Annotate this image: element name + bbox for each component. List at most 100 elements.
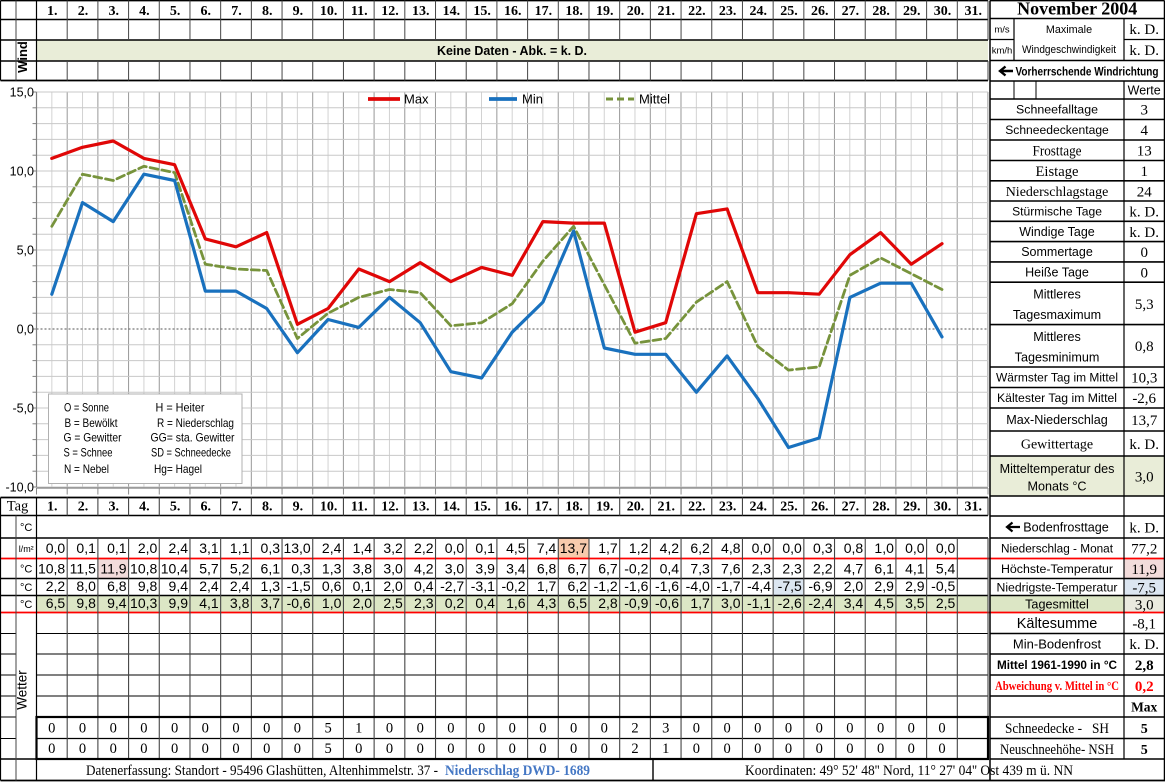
svg-text:1,1: 1,1 [230,540,250,556]
svg-text:0: 0 [478,721,485,737]
svg-text:8,0: 8,0 [76,578,96,594]
svg-text:-0,6: -0,6 [655,595,679,611]
svg-text:°C: °C [20,522,32,534]
svg-text:0,3: 0,3 [813,540,833,556]
svg-text:0,0: 0,0 [445,540,465,556]
svg-text:2,3: 2,3 [752,561,772,577]
svg-text:1: 1 [662,741,669,757]
svg-text:-0,6: -0,6 [287,595,311,611]
svg-text:2,5: 2,5 [936,595,956,611]
svg-text:Tag: Tag [7,499,29,515]
svg-text:k. D.: k. D. [1129,43,1159,59]
svg-text:2,2: 2,2 [414,540,434,556]
svg-text:0: 0 [171,741,178,757]
svg-text:0: 0 [938,721,945,737]
svg-text:Niederschlagstage: Niederschlagstage [1006,185,1109,200]
svg-text:0: 0 [263,721,270,737]
svg-text:9,4: 9,4 [107,595,127,611]
svg-text:26.: 26. [811,4,829,19]
svg-text:0: 0 [79,721,86,737]
svg-text:2,3: 2,3 [782,561,802,577]
svg-text:Sommertage: Sommertage [1021,245,1093,259]
svg-text:0: 0 [1140,245,1148,261]
svg-text:15.: 15. [473,500,491,515]
svg-text:Mittel: Mittel [639,92,670,107]
svg-text:30.: 30. [934,500,952,515]
svg-text:1,3: 1,3 [261,578,281,594]
svg-text:S = Schnee: S = Schnee [64,446,113,460]
svg-text:-1,7: -1,7 [716,578,740,594]
svg-text:0: 0 [110,721,117,737]
svg-text:11.: 11. [351,4,368,19]
svg-text:3.: 3. [108,500,119,515]
svg-text:31.: 31. [964,500,982,515]
svg-text:0: 0 [232,721,239,737]
svg-text:4,2: 4,2 [660,540,680,556]
svg-text:-2,4: -2,4 [808,595,832,611]
svg-text:0,0: 0,0 [905,540,925,556]
svg-text:0: 0 [570,721,577,737]
svg-text:Windgeschwindigkeit: Windgeschwindigkeit [1022,44,1116,56]
svg-text:1.: 1. [47,4,58,19]
svg-text:5: 5 [1141,743,1148,758]
svg-text:5: 5 [324,741,331,757]
svg-text:2: 2 [631,721,638,737]
svg-text:Bodenfrosttage: Bodenfrosttage [1023,521,1108,535]
svg-text:21.: 21. [657,500,675,515]
svg-text:-1,2: -1,2 [594,578,618,594]
svg-text:3.: 3. [108,4,119,19]
svg-text:0: 0 [539,721,546,737]
svg-text:9.: 9. [293,500,304,515]
svg-text:1,4: 1,4 [353,540,373,556]
svg-text:2,3: 2,3 [414,595,434,611]
svg-text:23.: 23. [719,500,737,515]
svg-text:10,4: 10,4 [161,561,188,577]
svg-text:22.: 22. [688,4,706,19]
svg-text:Niederschlag DWD- 1689: Niederschlag DWD- 1689 [445,763,590,779]
svg-text:14.: 14. [443,500,461,515]
svg-text:-10,0: -10,0 [6,481,35,495]
svg-text:3,2: 3,2 [383,540,403,556]
svg-text:21.: 21. [657,4,675,19]
svg-text:0: 0 [785,721,792,737]
svg-text:k. D.: k. D. [1129,225,1159,241]
svg-text:Mittleres: Mittleres [1033,330,1081,344]
svg-text:k. D.: k. D. [1129,520,1159,536]
svg-text:N = Nebel: N = Nebel [64,462,109,476]
svg-text:28.: 28. [872,4,890,19]
svg-text:4: 4 [1140,123,1148,139]
svg-text:Schneedeckentage: Schneedeckentage [1005,123,1109,137]
svg-text:-0,9: -0,9 [624,595,648,611]
svg-text:3: 3 [1140,103,1148,119]
svg-text:2,8: 2,8 [598,595,618,611]
svg-text:1: 1 [1140,164,1148,180]
svg-text:Tagesminimum: Tagesminimum [1015,351,1100,365]
svg-text:Höchste-Temperatur: Höchste-Temperatur [1001,562,1113,576]
svg-text:2,0: 2,0 [383,578,403,594]
svg-text:Max: Max [1131,700,1157,715]
svg-text:Mittel 1961-1990 in °C: Mittel 1961-1990 in °C [997,658,1117,672]
svg-text:10,8: 10,8 [130,561,157,577]
svg-text:0,1: 0,1 [475,540,495,556]
svg-text:6.: 6. [201,4,212,19]
svg-text:°C: °C [20,564,32,576]
svg-text:-1,6: -1,6 [624,578,648,594]
svg-text:8.: 8. [262,500,273,515]
svg-text:-2,6: -2,6 [1132,391,1156,407]
svg-text:-4,0: -4,0 [686,578,710,594]
svg-text:0: 0 [1140,265,1148,281]
svg-text:77,2: 77,2 [1131,542,1157,558]
svg-text:-7,5: -7,5 [778,578,802,594]
svg-text:4,1: 4,1 [905,561,925,577]
svg-text:13: 13 [1137,144,1152,160]
svg-text:0: 0 [693,741,700,757]
svg-text:Wetter: Wetter [15,670,30,710]
svg-text:15.: 15. [473,4,491,19]
svg-text:9,9: 9,9 [169,595,189,611]
svg-text:6,7: 6,7 [598,561,618,577]
svg-text:Hg= Hagel: Hg= Hagel [154,462,202,476]
svg-text:0: 0 [723,721,730,737]
svg-text:5,7: 5,7 [199,561,219,577]
svg-text:Datenerfassung: Standort - 9: Datenerfassung: Standort - 95496 Glashüt… [86,763,438,779]
svg-text:O = Sonne: O = Sonne [64,401,109,415]
